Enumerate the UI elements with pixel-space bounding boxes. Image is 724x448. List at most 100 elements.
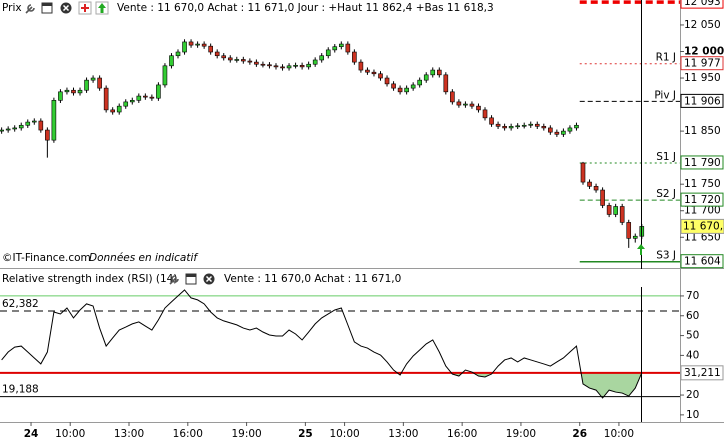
candle-body xyxy=(169,55,174,67)
candle-body xyxy=(18,124,24,129)
candle-body xyxy=(587,181,592,187)
y-tick-label: 11 850 xyxy=(684,125,721,137)
candle-body xyxy=(613,206,618,215)
candle-body xyxy=(188,41,194,46)
close-icon[interactable] xyxy=(60,2,72,14)
candle-body xyxy=(45,129,50,141)
buy-icon[interactable] xyxy=(95,1,109,15)
level-name: S3 J xyxy=(656,250,676,262)
y-tick-label: 20 xyxy=(686,389,699,401)
last-price-label: 11 670,5 xyxy=(683,220,724,232)
candle-body xyxy=(495,123,501,127)
candle-body xyxy=(384,77,390,85)
y-tick-label: 11 700 xyxy=(684,205,721,217)
level-label: 31,211 xyxy=(684,367,721,379)
level-name: Piv J xyxy=(654,89,676,101)
candle-body xyxy=(632,235,638,239)
candle-body xyxy=(554,131,560,135)
candle-body xyxy=(5,128,11,131)
candle-body xyxy=(365,69,370,73)
rsi-info: Vente : 11 670,0 Achat : 11 671,0 xyxy=(224,273,401,285)
candle-body xyxy=(123,101,129,107)
y-tick-label: 12 050 xyxy=(684,19,721,31)
close-icon[interactable] xyxy=(203,273,215,285)
y-tick-label: 12 000 xyxy=(684,45,724,57)
candle-body xyxy=(273,65,279,68)
quote-info: Vente : 11 670,0 Achat : 11 671,0 Jour :… xyxy=(117,2,494,14)
candle-body xyxy=(299,64,305,68)
candle-body xyxy=(391,83,396,89)
level-box xyxy=(680,93,724,108)
candle-body xyxy=(476,105,481,111)
x-tick-label: 16:00 xyxy=(173,428,203,440)
candle-body xyxy=(116,105,122,113)
add-icon[interactable] xyxy=(78,1,92,15)
x-tick-label: 13:00 xyxy=(388,428,418,440)
level-box xyxy=(680,56,724,71)
candle-body xyxy=(254,61,259,65)
candle-body xyxy=(214,51,220,57)
x-tick-label: 10:00 xyxy=(55,428,85,440)
candle-body xyxy=(84,79,89,91)
candle-body xyxy=(51,100,57,141)
settings-icon[interactable] xyxy=(25,4,35,14)
candle-body xyxy=(0,129,4,132)
y-tick-label: 10 xyxy=(686,409,699,421)
candle-body xyxy=(541,126,547,129)
candle-body xyxy=(286,65,292,69)
candle-body xyxy=(221,55,227,59)
candle-body xyxy=(626,222,632,239)
y-tick-label: 50 xyxy=(686,330,699,342)
candle-body xyxy=(149,96,155,99)
candle-body xyxy=(312,59,318,65)
candle-body xyxy=(195,43,200,46)
x-tick-label: 10:00 xyxy=(329,428,359,440)
candle-body xyxy=(201,43,207,47)
candle-body xyxy=(319,55,325,61)
candle-body xyxy=(567,127,573,132)
candle-body xyxy=(352,51,357,63)
candle-body xyxy=(482,109,488,119)
candle-body xyxy=(463,103,468,106)
header-bg xyxy=(0,0,460,17)
candle-body xyxy=(136,95,142,101)
level-label: 11 977 xyxy=(684,58,721,70)
x-tick-label: 24 xyxy=(24,428,39,440)
x-tick-label: 19:00 xyxy=(231,428,261,440)
candle-body xyxy=(548,127,553,133)
window-icon[interactable] xyxy=(41,2,53,14)
candle-body xyxy=(561,130,566,135)
candle-body xyxy=(443,74,449,93)
candle-body xyxy=(293,64,298,67)
candle-body xyxy=(208,45,213,53)
candle-body xyxy=(325,49,331,57)
x-tick-label: 16:00 xyxy=(447,428,477,440)
candle-body xyxy=(456,101,462,106)
window-icon[interactable] xyxy=(185,273,197,285)
rsi-panel: 70 60 50 40 20 10 62,382 19,188 31,211 xyxy=(0,289,724,421)
candle-body xyxy=(378,73,383,79)
candle-body xyxy=(502,126,507,129)
level-box xyxy=(680,0,724,9)
candle-body xyxy=(64,89,70,93)
candle-body xyxy=(521,124,527,127)
candle-body xyxy=(423,74,429,81)
price-panel: 12 050 12 000 11 950 11 850 11 750 11 700 11 6… xyxy=(0,0,724,269)
candle-body xyxy=(430,69,436,76)
y-tick-label: 60 xyxy=(686,310,699,322)
settings-icon[interactable] xyxy=(169,275,179,285)
level-box xyxy=(680,192,724,207)
y-tick-label: 40 xyxy=(686,349,699,361)
candle-body xyxy=(404,87,409,93)
candle-body xyxy=(619,206,625,223)
y-tick-label: 11 750 xyxy=(684,178,721,190)
candle-body xyxy=(38,120,44,131)
candle-body xyxy=(417,79,422,86)
level-label: 19,188 xyxy=(2,384,39,396)
candle-body xyxy=(25,121,31,126)
candle-body xyxy=(143,95,148,98)
disclaimer: Données en indicatif xyxy=(89,252,199,264)
candle-body xyxy=(450,91,455,103)
level-label: 11 906 xyxy=(684,95,721,107)
